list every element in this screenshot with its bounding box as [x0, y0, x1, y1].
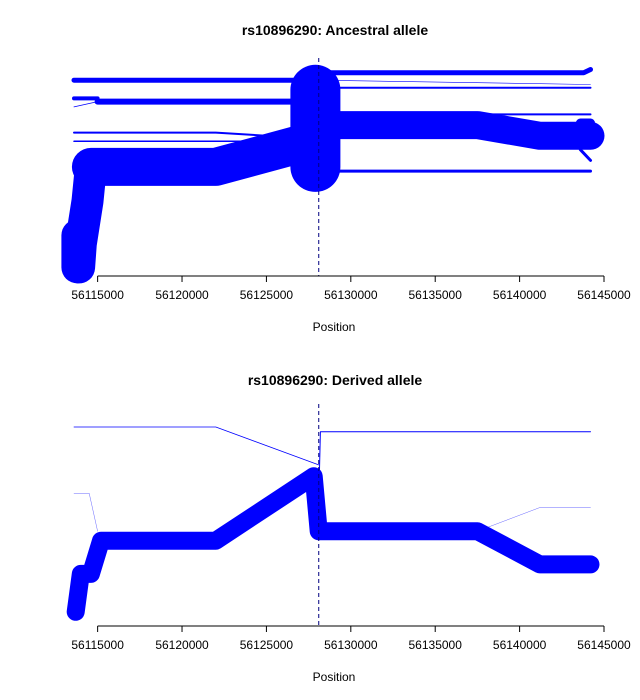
x-tick-label: 56130000 — [324, 288, 378, 302]
x-tick-label: 56115000 — [71, 288, 124, 302]
chart-title: rs10896290: Derived allele — [248, 372, 423, 388]
haplotype-path-4 — [66, 467, 600, 621]
x-axis-label: Position — [313, 670, 356, 684]
plot-area — [66, 404, 600, 626]
x-axis: 56115000 56120000 56125000 56130000 56135000… — [71, 625, 631, 652]
x-tick-label: 56140000 — [493, 288, 547, 302]
haplotype-path-1 — [318, 431, 591, 504]
haplotype-path-13 — [71, 120, 338, 186]
x-axis-label: Position — [313, 320, 356, 334]
plot-area — [61, 58, 605, 284]
x-tick-label: 56115000 — [71, 638, 124, 652]
x-tick-label: 56135000 — [409, 638, 463, 652]
x-axis: 56115000 56120000 56125000 56130000 56135000… — [71, 275, 631, 302]
haplotype-path-3 — [477, 507, 591, 532]
haplotype-path-2 — [73, 493, 98, 532]
x-tick-label: 56145000 — [577, 638, 631, 652]
chart-derived: rs10896290: Derived allele Position 5611… — [66, 372, 631, 684]
x-tick-label: 56135000 — [409, 288, 463, 302]
x-tick-label: 56140000 — [493, 638, 547, 652]
x-tick-label: 56120000 — [155, 288, 209, 302]
haplotype-path-0 — [73, 426, 320, 466]
haplotype-path-7 — [304, 111, 605, 150]
chart-title: rs10896290: Ancestral allele — [242, 22, 428, 38]
x-tick-label: 56125000 — [240, 638, 294, 652]
x-tick-label: 56120000 — [155, 638, 209, 652]
chart-ancestral: rs10896290: Ancestral allele Position 56… — [61, 22, 631, 334]
haplotype-path-2 — [318, 79, 591, 85]
haplotype-path-9 — [578, 148, 592, 162]
x-tick-label: 56130000 — [324, 638, 378, 652]
x-tick-label: 56145000 — [577, 288, 631, 302]
x-tick-label: 56125000 — [240, 288, 294, 302]
